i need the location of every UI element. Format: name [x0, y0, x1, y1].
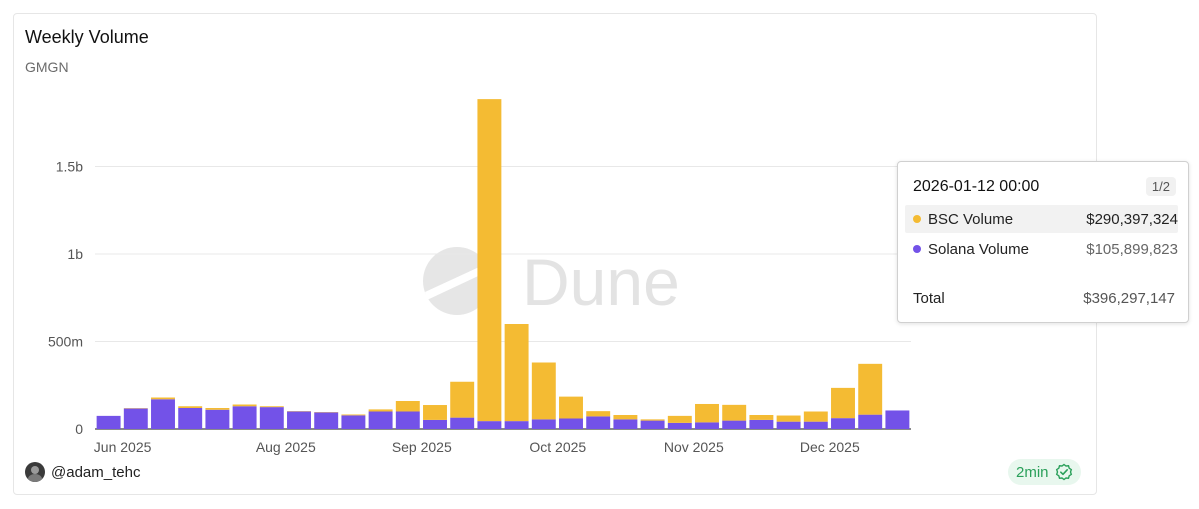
x-tick-label: Aug 2025 — [256, 439, 316, 455]
author[interactable]: @adam_tehc — [25, 462, 140, 482]
bar-solana-volume[interactable] — [450, 417, 475, 429]
bar-solana-volume[interactable] — [667, 422, 692, 429]
tooltip-row-solana: Solana Volume $105,899,823 — [905, 235, 1178, 263]
bar-bsc-volume[interactable] — [205, 408, 230, 410]
watermark: Dune — [423, 245, 680, 319]
bar-solana-volume[interactable] — [96, 415, 121, 429]
bar-bsc-volume[interactable] — [395, 401, 420, 412]
tooltip-row-value: $105,899,823 — [1086, 240, 1178, 258]
bars — [96, 99, 910, 430]
x-tick-label: Oct 2025 — [529, 439, 586, 455]
bar-bsc-volume[interactable] — [858, 363, 883, 415]
bar-bsc-volume[interactable] — [178, 406, 203, 408]
bar-solana-volume[interactable] — [314, 412, 339, 429]
grid — [95, 166, 911, 430]
y-tick-label: 0 — [75, 421, 83, 437]
refresh-badge[interactable]: 2min — [1008, 459, 1081, 485]
bar-bsc-volume[interactable] — [722, 404, 747, 421]
bar-solana-volume[interactable] — [477, 421, 502, 429]
x-tick-label: Sep 2025 — [392, 439, 452, 455]
bar-bsc-volume[interactable] — [531, 362, 556, 420]
bar-bsc-volume[interactable] — [341, 414, 366, 416]
y-tick-label: 1b — [67, 246, 83, 262]
bar-solana-volume[interactable] — [368, 411, 393, 430]
bar-bsc-volume[interactable] — [776, 415, 801, 422]
author-name: @adam_tehc — [51, 463, 141, 481]
solana-color-dot — [913, 245, 921, 253]
bar-bsc-volume[interactable] — [504, 324, 529, 422]
tooltip-row-name: Solana Volume — [928, 240, 1029, 258]
bar-solana-volume[interactable] — [885, 410, 910, 429]
bar-solana-volume[interactable] — [695, 422, 719, 429]
bar-solana-volume[interactable] — [831, 418, 855, 429]
bar-solana-volume[interactable] — [613, 419, 638, 429]
tooltip-row-bsc: BSC Volume $290,397,324 — [905, 205, 1178, 233]
refresh-badge-text: 2min — [1016, 463, 1049, 481]
bar-solana-volume[interactable] — [259, 407, 284, 429]
bar-solana-volume[interactable] — [858, 414, 883, 429]
tooltip-total-label: Total — [913, 290, 945, 307]
chart-subtitle: GMGN — [25, 59, 69, 75]
bar-bsc-volume[interactable] — [749, 415, 774, 420]
bar-solana-volume[interactable] — [232, 406, 257, 429]
bar-solana-volume[interactable] — [776, 421, 801, 429]
chart-title: Weekly Volume — [25, 27, 149, 47]
bar-solana-volume[interactable] — [205, 409, 230, 429]
tooltip-pager[interactable]: 1/2 — [1145, 177, 1176, 196]
bar-bsc-volume[interactable] — [613, 415, 638, 420]
tooltip-total: Total $396,297,147 — [913, 290, 1175, 307]
bar-solana-volume[interactable] — [559, 418, 583, 430]
y-tick-label: 1.5b — [56, 159, 83, 175]
bar-bsc-volume[interactable] — [559, 396, 583, 419]
bar-solana-volume[interactable] — [586, 416, 611, 429]
y-axis-labels: 0 500m 1b 1.5b — [48, 159, 83, 438]
bar-solana-volume[interactable] — [722, 420, 747, 429]
bar-bsc-volume[interactable] — [151, 397, 175, 400]
tooltip-total-value: $396,297,147 — [1083, 290, 1175, 307]
bar-solana-volume[interactable] — [423, 419, 447, 429]
bar-bsc-volume[interactable] — [450, 381, 475, 418]
x-tick-label: Jun 2025 — [94, 439, 152, 455]
bar-bsc-volume[interactable] — [423, 405, 447, 420]
bar-solana-volume[interactable] — [803, 421, 828, 429]
bar-solana-volume[interactable] — [640, 420, 665, 429]
dune-logo-slice — [425, 262, 491, 300]
bar-solana-volume[interactable] — [287, 411, 311, 430]
x-tick-label: Dec 2025 — [800, 439, 860, 455]
bar-bsc-volume[interactable] — [368, 409, 393, 412]
watermark-text: Dune — [522, 245, 680, 319]
bar-bsc-volume[interactable] — [477, 99, 502, 422]
bar-solana-volume[interactable] — [504, 421, 529, 429]
bar-bsc-volume[interactable] — [259, 406, 284, 408]
x-tick-label: Nov 2025 — [664, 439, 724, 455]
bsc-color-dot — [913, 215, 921, 223]
bar-bsc-volume[interactable] — [695, 403, 719, 423]
bar-solana-volume[interactable] — [395, 411, 420, 430]
y-tick-label: 500m — [48, 334, 83, 350]
bar-solana-volume[interactable] — [341, 415, 366, 429]
tooltip-date: 2026-01-12 00:00 — [913, 178, 1040, 195]
check-badge-icon — [1055, 463, 1072, 481]
bar-solana-volume[interactable] — [749, 419, 774, 429]
bar-bsc-volume[interactable] — [667, 415, 692, 423]
bar-bsc-volume[interactable] — [640, 419, 665, 421]
bar-solana-volume[interactable] — [178, 408, 203, 429]
bar-solana-volume[interactable] — [123, 408, 148, 429]
bar-solana-volume[interactable] — [151, 399, 175, 429]
x-axis-labels: Jun 2025 Aug 2025 Sep 2025 Oct 2025 Nov 2025… — [94, 439, 860, 455]
tooltip-row-value: $290,397,324 — [1086, 210, 1178, 228]
bar-bsc-volume[interactable] — [831, 387, 855, 419]
tooltip-row-name: BSC Volume — [928, 210, 1014, 228]
bar-bsc-volume[interactable] — [586, 411, 611, 417]
chart-tooltip: 2026-01-12 00:00 1/2 BSC Volume $290,397… — [897, 161, 1189, 323]
bar-solana-volume[interactable] — [531, 419, 556, 429]
bar-bsc-volume[interactable] — [232, 404, 257, 407]
avatar — [25, 462, 45, 482]
bar-bsc-volume[interactable] — [803, 411, 828, 422]
